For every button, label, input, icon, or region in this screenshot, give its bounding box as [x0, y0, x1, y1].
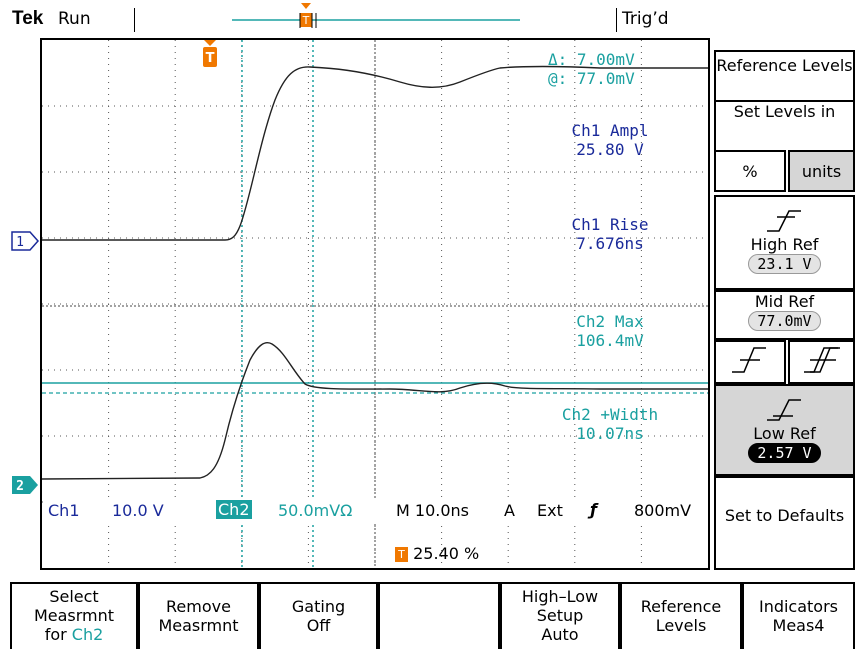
- svg-text:T: T: [302, 14, 310, 27]
- measurement-ch2-width: Ch2 +Width 10.07ns: [540, 405, 680, 443]
- low-ref-icon: [766, 399, 801, 421]
- mid-ref-single-icon-button[interactable]: [714, 340, 786, 384]
- trigger-level: 800mV: [634, 501, 692, 520]
- measurement-value: 25.80 V: [576, 140, 644, 159]
- trigger-marker-icon: T: [203, 40, 217, 67]
- trigger-position-value: 25.40 %: [413, 544, 480, 563]
- high-ref-button[interactable]: High Ref 23.1 V: [714, 195, 855, 290]
- measurement-ch2-max: Ch2 Max 106.4mV: [555, 312, 665, 350]
- reference-levels-button[interactable]: Reference Levels: [620, 582, 742, 649]
- svg-text:2: 2: [16, 479, 24, 494]
- svg-text:T: T: [206, 51, 215, 66]
- ch1-trace: [42, 65, 708, 241]
- bottom-btn-line: Gating: [291, 597, 346, 616]
- indicators-button[interactable]: Indicators Meas4: [742, 582, 855, 649]
- set-levels-label: Set Levels in: [714, 102, 855, 150]
- gating-button[interactable]: Gating Off: [259, 582, 378, 649]
- record-position-indicator: T: [232, 3, 520, 28]
- bottom-btn-line: Levels: [655, 616, 707, 635]
- low-ref-button[interactable]: Low Ref 2.57 V: [714, 384, 855, 476]
- run-state: Run: [58, 9, 91, 29]
- bottom-btn-line: Remove: [166, 597, 231, 616]
- scale-readout: Ch1 10.0 V Ch2 50.0mVΩ M 10.0ns A Ext ƒ …: [46, 500, 706, 522]
- bottom-btn-line: Measrmnt: [33, 606, 115, 625]
- measurement-name: Ch1 Rise: [571, 215, 649, 234]
- mid-ref-button[interactable]: Mid Ref 77.0mV: [714, 290, 855, 340]
- bottom-btn-line: Reference: [640, 597, 722, 616]
- cursor-at: @: 77.0mV: [548, 69, 635, 88]
- empty-menu-button[interactable]: [378, 582, 500, 649]
- timebase: M 10.0ns: [396, 501, 469, 520]
- trigger-mode: A: [504, 501, 515, 520]
- set-to-defaults-label: Set to Defaults: [724, 506, 845, 525]
- brand-logo: Tek: [12, 8, 44, 29]
- single-edge-icon: [732, 347, 766, 373]
- ch2-trace: [41, 342, 708, 480]
- trigger-position-icon: [300, 13, 312, 27]
- measurement-ch1-rise: Ch1 Rise 7.676ns: [555, 215, 665, 253]
- divider: [616, 8, 617, 32]
- divider: [134, 8, 135, 32]
- bottom-btn-line: for Ch2: [12, 625, 136, 644]
- measurement-value: 7.676ns: [576, 234, 644, 253]
- ch2-label: Ch2: [216, 500, 252, 519]
- ch1-marker-icon: 1: [11, 231, 40, 251]
- set-levels-text: Set Levels in: [733, 102, 836, 121]
- unit-units-label: units: [801, 162, 842, 181]
- high-ref-value: 23.1 V: [748, 254, 821, 274]
- measurement-name: Ch2 Max: [576, 312, 644, 331]
- remove-measurement-button[interactable]: Remove Measrmnt: [138, 582, 259, 649]
- trigger-position-readout: T 25.40 %: [395, 544, 479, 563]
- bottom-btn-line: Off: [306, 616, 331, 635]
- bottom-btn-line: Indicators: [758, 597, 839, 616]
- measurement-value: 106.4mV: [576, 331, 644, 350]
- high-ref-label: High Ref: [750, 235, 819, 254]
- ch2-highlight: Ch2: [71, 625, 104, 644]
- waveform-display[interactable]: [40, 38, 710, 570]
- ch2-marker-icon: 2: [12, 476, 38, 494]
- trigger-state: Trig’d: [622, 9, 669, 29]
- low-ref-value: 2.57 V: [748, 443, 821, 463]
- double-edge-icon: [803, 347, 840, 373]
- mid-ref-double-icon-button[interactable]: [788, 340, 855, 384]
- measurement-name: Ch1 Ampl: [571, 121, 649, 140]
- bottom-btn-text: for: [44, 625, 72, 644]
- measurement-name: Ch2 +Width: [561, 405, 659, 424]
- ch1-label: Ch1: [48, 501, 80, 520]
- unit-percent-label: %: [742, 162, 758, 181]
- trigger-icon: T: [395, 547, 408, 562]
- side-menu-title-text: Reference Levels: [716, 56, 853, 75]
- low-ref-label: Low Ref: [753, 424, 816, 443]
- side-menu-title: Reference Levels: [714, 50, 855, 102]
- bottom-btn-line: Select: [49, 587, 99, 606]
- high-ref-icon: [766, 210, 801, 232]
- bottom-btn-line: Meas4: [772, 616, 825, 635]
- svg-text:1: 1: [16, 235, 24, 250]
- measurement-ch1-ampl: Ch1 Ampl 25.80 V: [555, 121, 665, 159]
- bottom-btn-line: Auto: [541, 625, 579, 644]
- mid-ref-label: Mid Ref: [754, 292, 815, 311]
- cursor-readout: Δ: 7.00mV @: 77.0mV: [548, 50, 708, 88]
- bottom-btn-line: Measrmnt: [158, 616, 239, 635]
- bottom-btn-line: High–Low: [521, 587, 599, 606]
- measurement-value: 10.07ns: [576, 424, 644, 443]
- unit-percent-button[interactable]: %: [714, 150, 786, 192]
- bottom-btn-line: Setup: [536, 606, 584, 625]
- high-low-setup-button[interactable]: High–Low Setup Auto: [500, 582, 620, 649]
- unit-units-button[interactable]: units: [788, 150, 855, 192]
- select-measurement-button[interactable]: Select Measrmnt for Ch2: [10, 582, 138, 649]
- ch2-scale: 50.0mVΩ: [278, 501, 353, 520]
- set-to-defaults-button[interactable]: Set to Defaults: [714, 476, 855, 570]
- mid-ref-value: 77.0mV: [748, 311, 821, 331]
- status-bar: Tek Run Trig’d T: [0, 0, 855, 36]
- cursor-delta: Δ: 7.00mV: [548, 50, 635, 69]
- trigger-source: Ext: [537, 501, 563, 520]
- ch1-scale: 10.0 V: [112, 501, 164, 520]
- trigger-slope-icon: ƒ: [590, 500, 597, 519]
